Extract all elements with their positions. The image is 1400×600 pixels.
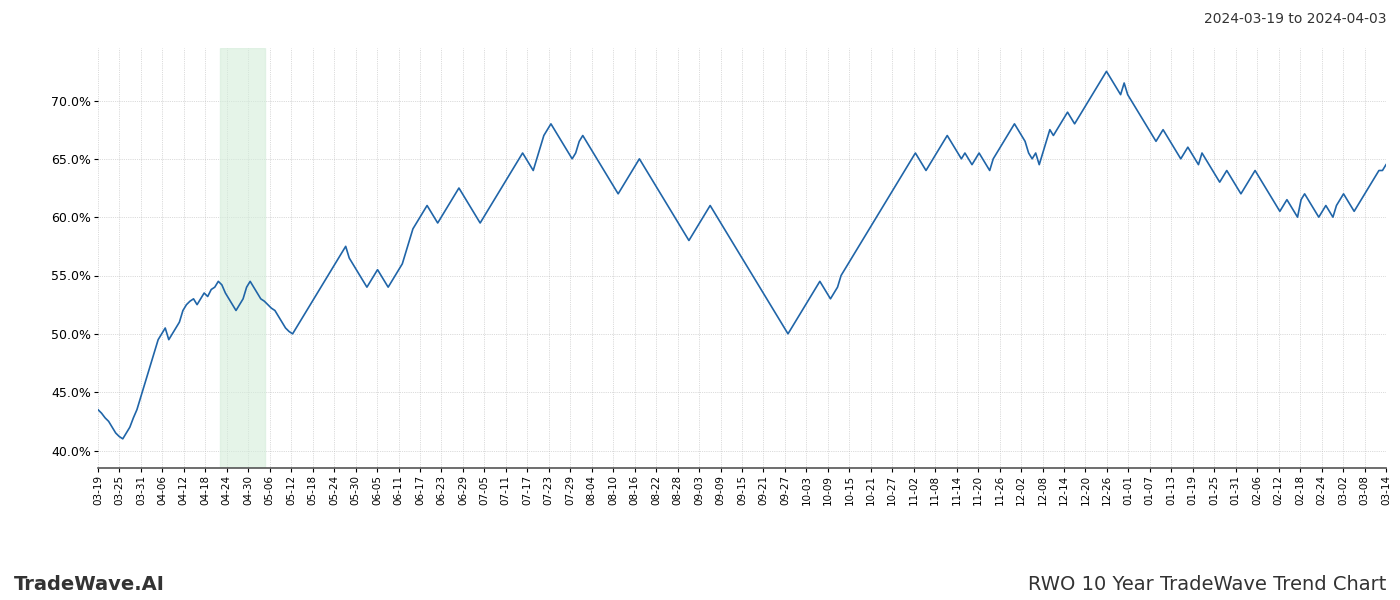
Text: 2024-03-19 to 2024-04-03: 2024-03-19 to 2024-04-03: [1204, 12, 1386, 26]
Text: TradeWave.AI: TradeWave.AI: [14, 575, 165, 594]
Text: RWO 10 Year TradeWave Trend Chart: RWO 10 Year TradeWave Trend Chart: [1028, 575, 1386, 594]
Bar: [220, 48, 266, 468]
